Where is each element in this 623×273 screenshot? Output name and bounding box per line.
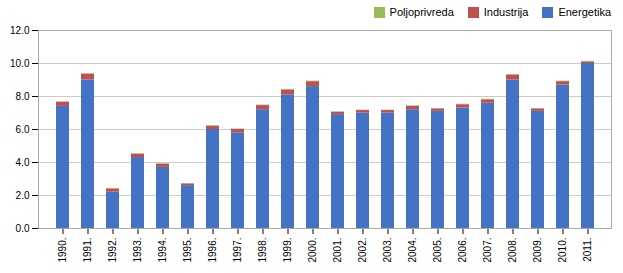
svg-text:1998.: 1998. [257,238,268,263]
svg-text:2001.: 2001. [332,238,343,263]
svg-text:2010.: 2010. [557,238,568,263]
svg-text:10.0: 10.0 [10,58,30,69]
svg-text:1990.: 1990. [57,238,68,263]
svg-text:1992.: 1992. [107,238,118,263]
svg-text:2002.: 2002. [357,238,368,263]
svg-text:2006.: 2006. [457,238,468,263]
svg-text:1997.: 1997. [232,238,243,263]
svg-text:2000.: 2000. [307,238,318,263]
svg-text:6.0: 6.0 [16,124,30,135]
svg-text:2008.: 2008. [507,238,518,263]
svg-text:0.0: 0.0 [16,223,30,234]
svg-text:12.0: 12.0 [10,25,30,36]
svg-text:1999.: 1999. [282,238,293,263]
svg-text:1993.: 1993. [132,238,143,263]
svg-text:2011.: 2011. [582,238,593,262]
html-text:Industrija: Industrija [483,6,529,18]
svg-text:4.0: 4.0 [16,157,30,168]
svg-text:1991.: 1991. [82,238,93,263]
svg-text:2.0: 2.0 [16,190,30,201]
svg-text:2005.: 2005. [432,238,443,263]
svg-text:1996.: 1996. [207,238,218,263]
svg-text:2007.: 2007. [482,238,493,263]
svg-text:2009.: 2009. [532,238,543,263]
svg-text:1994.: 1994. [157,238,168,263]
html-text:Poljoprivreda: Poljoprivreda [389,6,454,18]
svg-text:1995.: 1995. [182,238,193,263]
svg-text:8.0: 8.0 [16,91,30,102]
svg-text:2003.: 2003. [382,238,393,263]
html-text:Energetika: Energetika [558,6,611,18]
svg-text:2004.: 2004. [407,238,418,263]
